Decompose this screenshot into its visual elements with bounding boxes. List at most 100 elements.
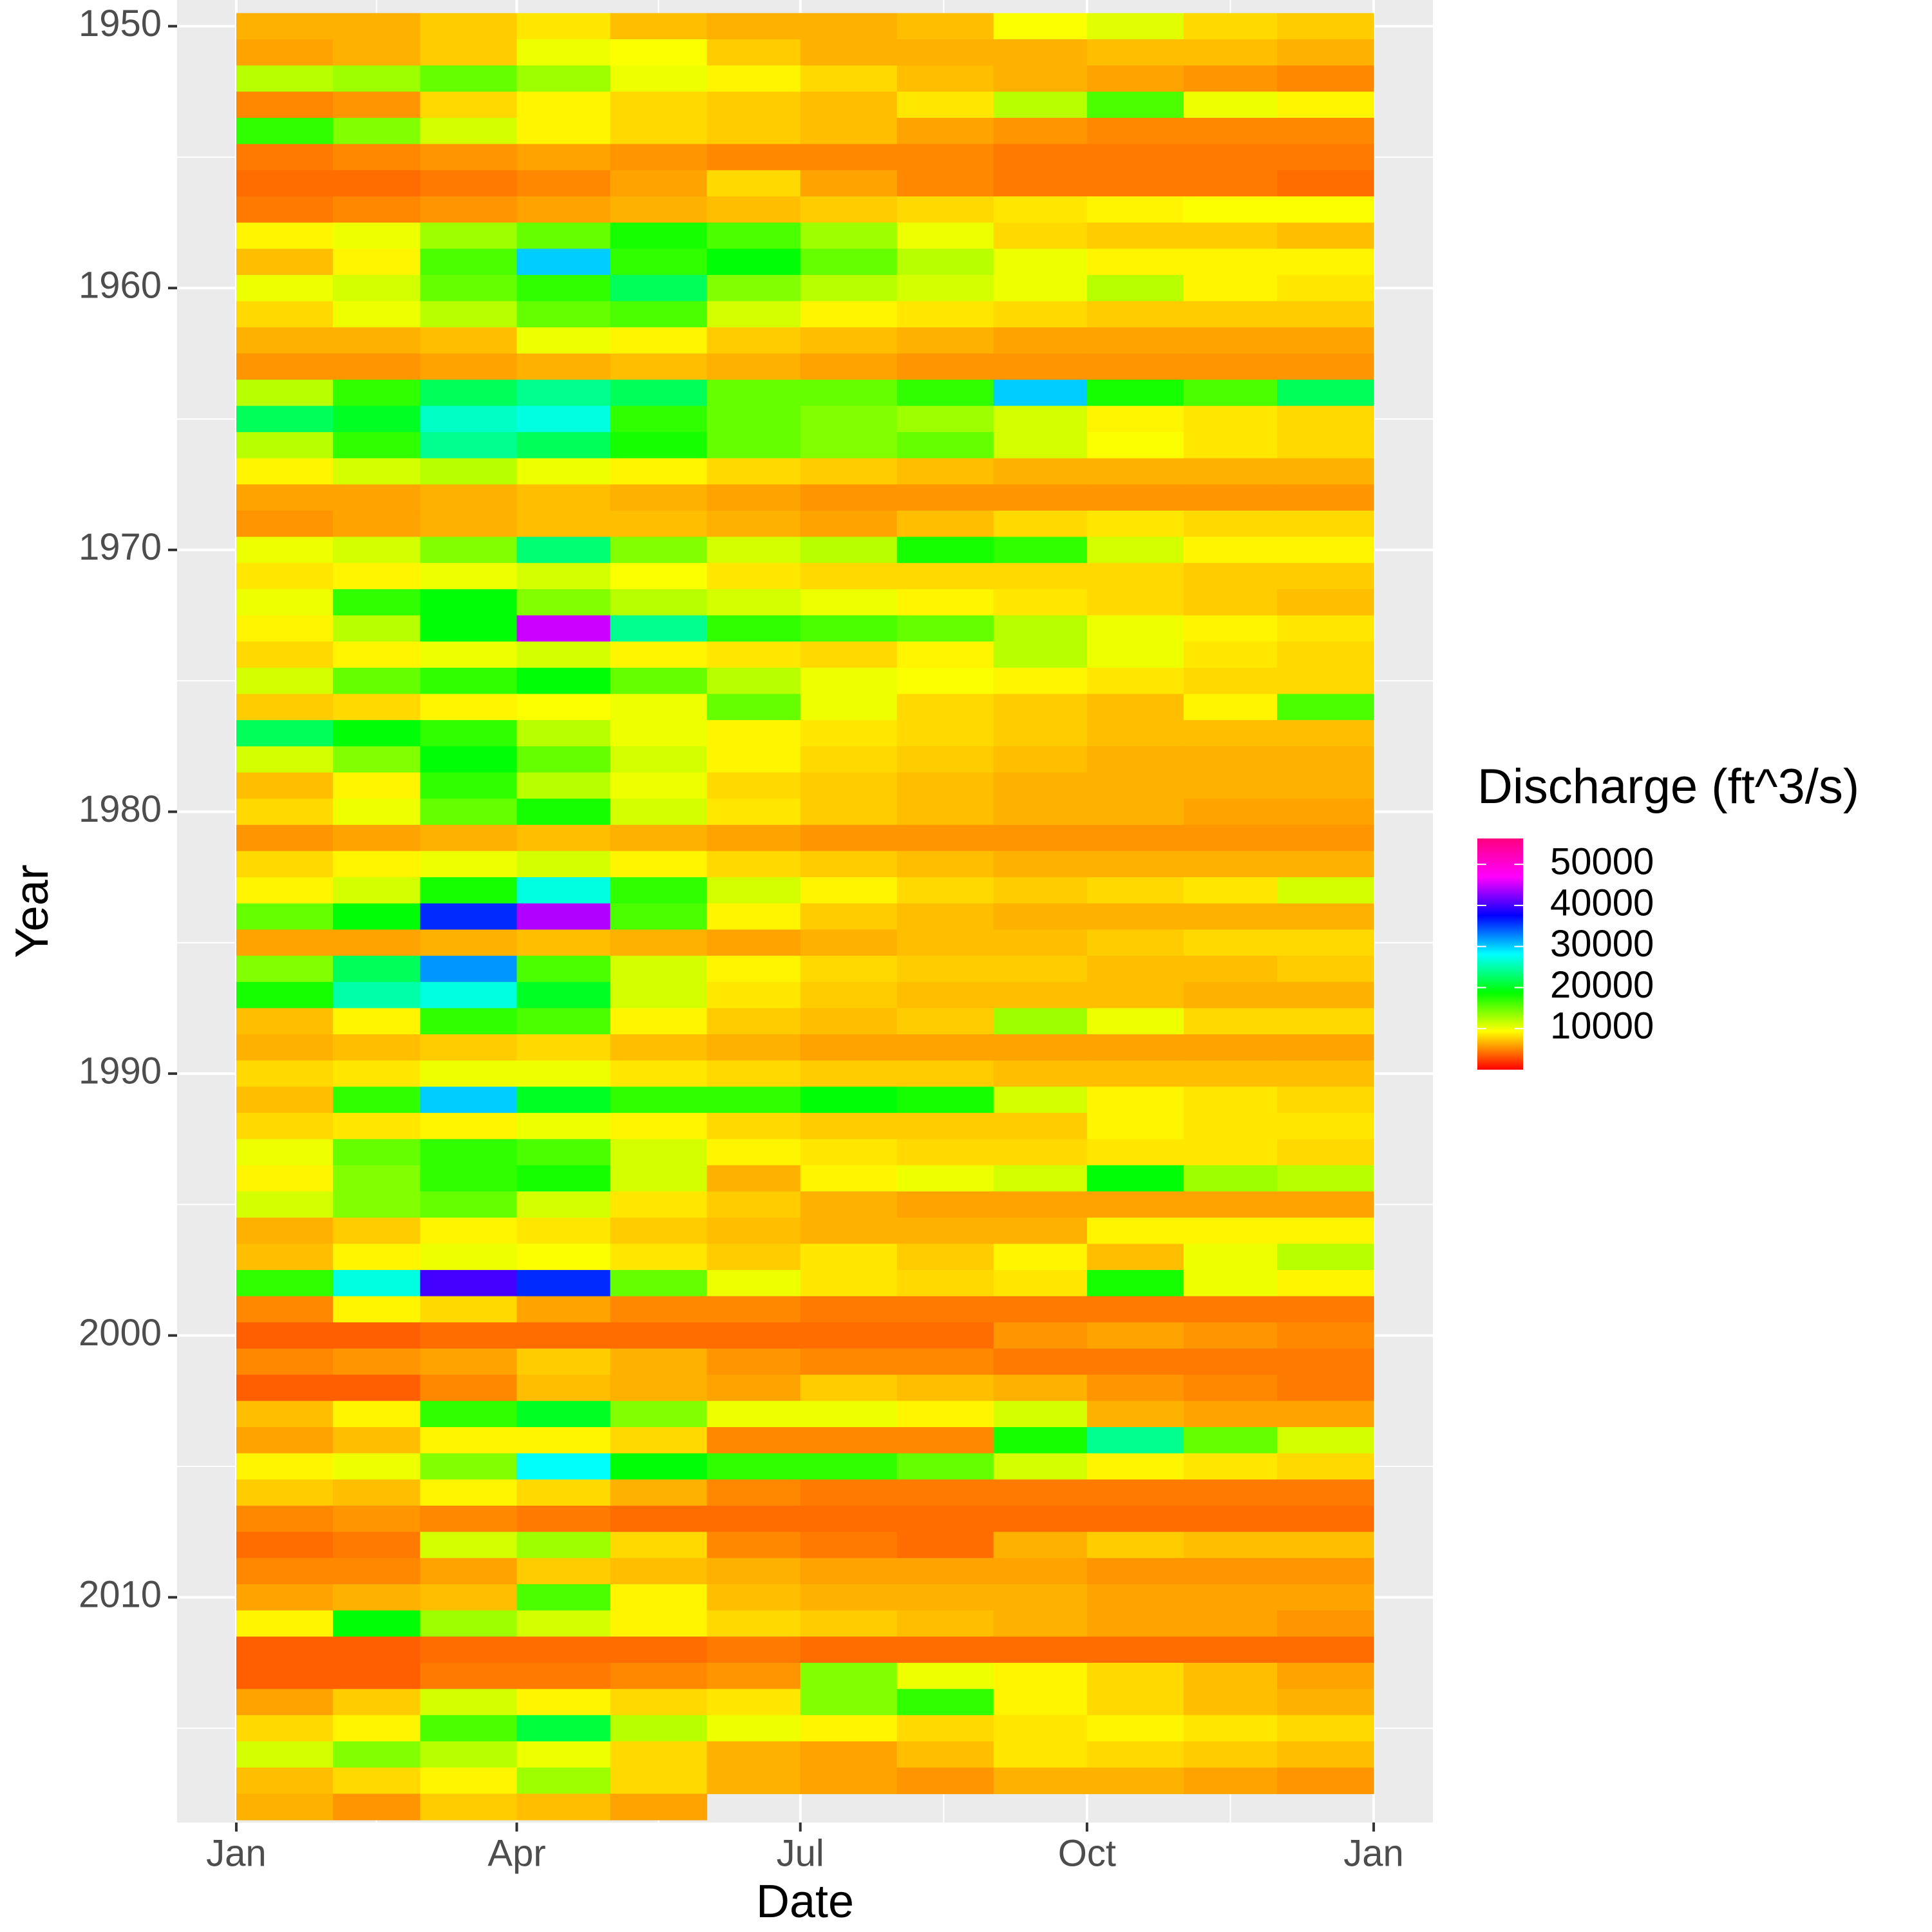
x-tick-label: Jan [206,1832,267,1874]
heat-cell [1086,694,1184,721]
heat-cell [896,903,994,931]
heat-cell [1277,981,1374,1009]
heat-cell [993,1558,1088,1585]
heat-cell [706,144,801,171]
heat-cell [610,1584,708,1611]
heat-cell [896,1270,994,1297]
heat-cell [332,929,421,956]
heat-cell [610,589,708,616]
heat-cell [706,1453,801,1480]
heat-cell [610,458,708,485]
heat-cell [1183,1086,1278,1113]
heat-cell [1183,1060,1278,1088]
heat-cell [610,851,708,878]
heat-cell [420,1060,518,1088]
heat-cell [800,301,898,328]
heat-cell [1277,13,1374,40]
heat-cell [516,1715,611,1742]
x-tick-label: Apr [488,1832,545,1874]
heat-cell [516,327,611,354]
heat-cell [610,1558,708,1585]
heat-cell [236,1767,334,1794]
heat-cell [896,1374,994,1401]
heat-cell [332,1558,421,1585]
heat-cell [1086,1217,1184,1244]
heat-cell [516,1506,611,1533]
heat-cell [332,1008,421,1035]
heat-cell [236,458,334,485]
heat-cell [993,772,1088,799]
heat-cell [1183,1296,1278,1323]
heat-cell [896,1165,994,1192]
heat-cell [1183,772,1278,799]
heat-cell [896,1636,994,1663]
heat-cell [800,1636,898,1663]
heat-cell [332,65,421,92]
heat-cell [610,1689,708,1716]
heat-cell [516,222,611,249]
heat-cell [1183,1741,1278,1768]
heat-cell [706,1296,801,1323]
heat-cell [516,196,611,223]
heat-cell [1277,929,1374,956]
heat-cell [1183,851,1278,878]
heat-cell [896,1531,994,1558]
heat-cell [800,929,898,956]
heat-cell [516,484,611,511]
heat-cell [610,1034,708,1061]
heat-cell [420,615,518,642]
heat-cell [800,1506,898,1533]
heat-cell [610,1662,708,1690]
heat-cell [1086,117,1184,145]
heat-cell [332,824,421,852]
heat-cell [1277,117,1374,145]
heat-cell [706,1479,801,1506]
heat-cell [1086,1113,1184,1140]
heat-cell [800,1401,898,1428]
heat-cell [993,981,1088,1009]
heat-cell [516,772,611,799]
heat-cell [800,196,898,223]
heat-cell [236,170,334,197]
heat-cell [236,824,334,852]
heat-cell [800,144,898,171]
heat-cell [236,249,334,276]
heat-cell [896,1689,994,1716]
heat-cell [420,903,518,931]
heat-cell [516,563,611,590]
heat-cell [610,563,708,590]
heat-cell [516,1584,611,1611]
heat-cell [420,510,518,538]
heat-cell [236,1558,334,1585]
heat-cell [800,249,898,276]
heat-cell [1183,1401,1278,1428]
heat-cell [896,117,994,145]
heat-cell [706,301,801,328]
heat-cell [1183,1531,1278,1558]
heat-cell [236,144,334,171]
heat-cell [1277,39,1374,66]
heat-cell [236,222,334,249]
heat-cell [516,39,611,66]
heat-cell [332,851,421,878]
heat-cell [420,484,518,511]
heat-cell [236,1794,334,1821]
heat-cell [800,956,898,983]
heat-cell [800,431,898,459]
heat-cell [706,1558,801,1585]
heat-cell [1086,301,1184,328]
heat-cell [610,824,708,852]
heat-cell [1086,929,1184,956]
heat-cell [1183,536,1278,564]
heat-cell [800,1662,898,1690]
heat-cell [706,274,801,302]
heat-cell [332,170,421,197]
heat-cell [420,1453,518,1480]
heat-cell [1183,694,1278,721]
heat-cell [332,1662,421,1690]
heat-cell [706,1191,801,1218]
heat-cell [1183,1715,1278,1742]
heat-cell [332,1401,421,1428]
heat-cell [332,1191,421,1218]
heat-cell [1183,91,1278,118]
